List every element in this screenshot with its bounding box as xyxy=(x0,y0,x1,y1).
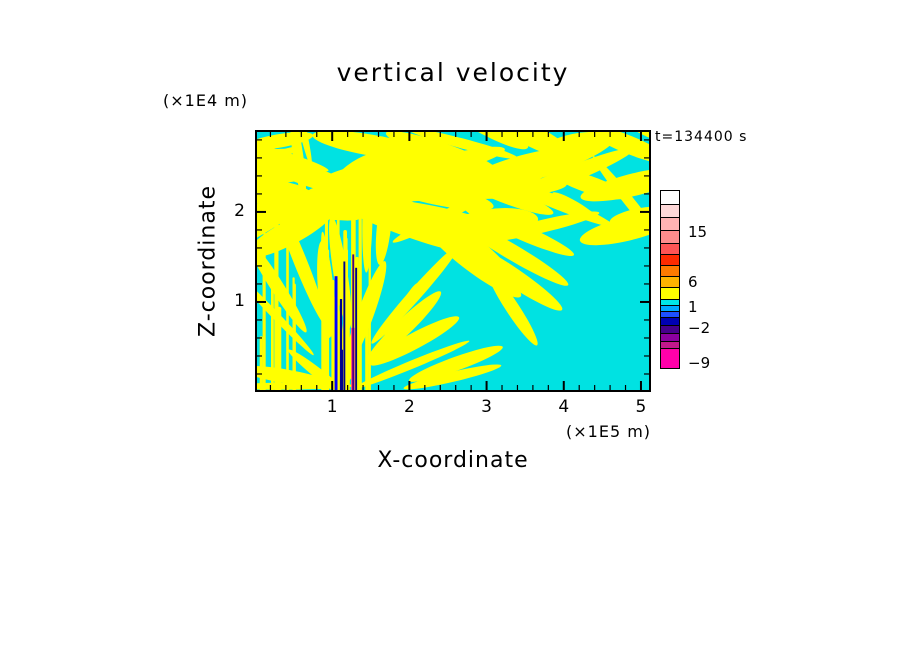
wave-blob xyxy=(552,192,598,221)
wave-blob xyxy=(322,193,462,251)
wave-blob xyxy=(354,340,470,389)
intense-draft-streak xyxy=(355,267,358,390)
wave-blob xyxy=(257,132,314,151)
colorbar-value-label: 1 xyxy=(688,298,698,316)
y-tick-label: 1 xyxy=(234,290,245,311)
colorbar-segment xyxy=(660,190,680,205)
colorbar-value-label: −9 xyxy=(688,354,711,372)
colorbar-value-label: 15 xyxy=(688,223,708,241)
wave-blob xyxy=(432,132,529,150)
wave-blob xyxy=(457,239,563,311)
edge-streak xyxy=(259,336,263,390)
wave-blob xyxy=(505,137,615,185)
colorbar-segment xyxy=(660,348,680,369)
colorbar-segment xyxy=(660,204,680,218)
source-streak xyxy=(321,239,326,390)
edge-streak xyxy=(277,306,282,390)
wave-blob xyxy=(579,211,649,246)
source-streak xyxy=(331,279,335,390)
colorbar-segment xyxy=(660,217,680,231)
wave-blob xyxy=(280,189,329,210)
wave-blob xyxy=(257,149,305,178)
x-tick-label: 2 xyxy=(403,397,415,417)
x-tick-label: 5 xyxy=(635,397,647,417)
source-streak xyxy=(325,249,330,390)
source-streak xyxy=(347,307,350,390)
source-streak xyxy=(358,200,362,390)
source-streak xyxy=(365,318,369,390)
wave-blob xyxy=(403,364,502,390)
intense-draft-streak xyxy=(343,261,346,390)
plot-frame xyxy=(255,130,651,392)
wave-blob xyxy=(370,316,460,366)
edge-streak xyxy=(263,228,266,390)
source-streak xyxy=(368,208,371,390)
wave-blob xyxy=(385,132,497,173)
contour-plot xyxy=(255,130,651,392)
intense-draft-streak xyxy=(339,299,343,390)
wave-blob xyxy=(326,190,461,203)
wave-blob xyxy=(452,173,554,215)
y-axis-unit-label: (×1E4 m) xyxy=(163,91,249,110)
edge-streak xyxy=(271,276,274,390)
wave-blob xyxy=(408,345,503,382)
y-tick-label: 2 xyxy=(234,200,245,221)
wave-blob xyxy=(365,291,442,365)
time-annotation: t=134400 s xyxy=(655,129,748,145)
wave-blob xyxy=(475,132,577,161)
wave-blob xyxy=(463,206,575,256)
y-axis-title: Z-coordinate xyxy=(195,185,221,337)
x-axis-unit-label: (×1E5 m) xyxy=(566,422,652,441)
wave-blob xyxy=(274,199,327,326)
field-pattern xyxy=(257,132,649,390)
edge-streak xyxy=(292,277,295,390)
intense-draft-streak xyxy=(334,276,338,390)
colorbar-value-label: 6 xyxy=(688,273,698,291)
intense-draft-streak xyxy=(352,254,355,390)
wave-blob xyxy=(257,147,295,187)
wave-blob xyxy=(580,167,649,202)
wave-blob xyxy=(312,132,430,160)
x-tick-label: 4 xyxy=(558,397,570,417)
edge-streak xyxy=(286,238,289,390)
colorbar-value-label: −2 xyxy=(688,319,711,337)
x-axis-title: X-coordinate xyxy=(377,448,529,473)
colorbar xyxy=(660,190,680,369)
contour-field-svg xyxy=(255,130,651,392)
x-tick-label: 3 xyxy=(481,397,492,417)
wave-blob xyxy=(326,153,442,180)
colorbar-segment xyxy=(660,230,680,244)
wave-blob xyxy=(487,270,538,346)
wave-blob xyxy=(609,206,649,228)
wave-blob xyxy=(289,132,312,167)
x-tick-label: 1 xyxy=(326,397,338,417)
wave-blob xyxy=(371,245,459,344)
chart-title: vertical velocity xyxy=(336,58,570,87)
wave-blob xyxy=(407,132,518,159)
